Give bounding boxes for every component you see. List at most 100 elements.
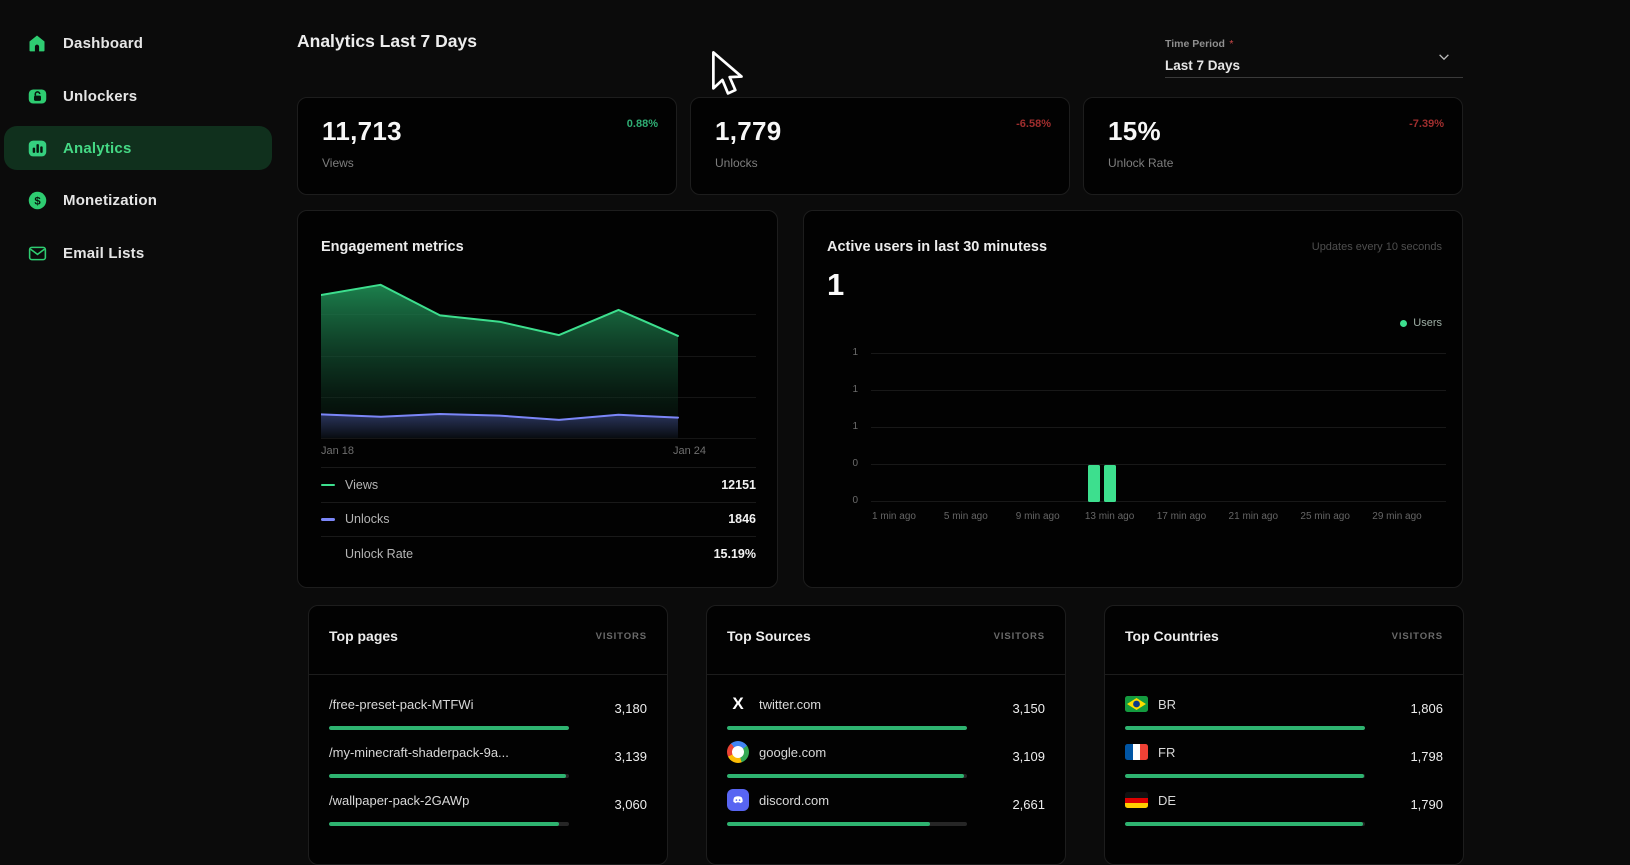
stat-label: Unlocks <box>715 156 758 170</box>
sidebar-item-unlockers[interactable]: Unlockers <box>4 74 272 118</box>
envelope-icon <box>26 242 48 264</box>
users-legend-dot <box>1400 319 1408 327</box>
unlock-icon <box>26 85 48 107</box>
stat-label: Views <box>322 156 354 170</box>
visitors-column-header: VISITORS <box>993 630 1045 642</box>
legend-value: 12151 <box>721 477 756 492</box>
unlocks-area <box>321 414 678 438</box>
sidebar: Dashboard Unlockers Analytics $ Monetiza… <box>0 0 280 855</box>
time-period-select[interactable]: Time Period * Last 7 Days <box>1165 34 1463 78</box>
list-item-label: /wallpaper-pack-2GAWp <box>329 792 470 808</box>
sidebar-item-analytics[interactable]: Analytics <box>4 126 272 170</box>
list-item[interactable]: discord.com 2,661 <box>727 787 1045 831</box>
legend-value: 15.19% <box>713 546 756 561</box>
google-logo-icon <box>727 741 749 763</box>
progress-bar <box>329 821 569 826</box>
list-item-label: discord.com <box>759 792 830 808</box>
list-item[interactable]: BR 1,806 <box>1125 691 1443 735</box>
users-legend: Users <box>1400 317 1442 329</box>
x-tick-label: 29 min ago <box>1372 511 1422 522</box>
sidebar-item-label: Analytics <box>63 139 132 157</box>
list-item-value: 3,180 <box>614 701 647 716</box>
x-tick-label: 17 min ago <box>1156 511 1207 522</box>
mouse-cursor <box>712 51 743 95</box>
x-tick-label: 13 min ago <box>1084 511 1135 522</box>
top-pages-title: Top pages <box>329 628 398 644</box>
engagement-area-chart <box>321 273 756 439</box>
germany-flag-icon <box>1125 792 1148 808</box>
progress-bar <box>1125 821 1365 826</box>
progress-bar <box>727 773 967 778</box>
active-users-title: Active users in last 30 minutess <box>827 239 1048 255</box>
legend-value: 1846 <box>728 512 756 527</box>
progress-bar-fill <box>329 821 560 826</box>
list-item[interactable]: google.com 3,109 <box>727 739 1045 783</box>
brazil-flag-icon <box>1125 696 1148 712</box>
divider <box>309 674 667 675</box>
stat-change-badge: -6.58% <box>1016 118 1051 130</box>
engagement-title: Engagement metrics <box>321 239 464 255</box>
list-item-value: 3,060 <box>614 797 647 812</box>
list-item-label: /free-preset-pack-MTFWi <box>329 696 474 712</box>
x-tick-label: 9 min ago <box>1015 511 1060 522</box>
france-flag-icon <box>1125 744 1148 760</box>
stat-card-unlock-rate: 15% Unlock Rate -7.39% <box>1083 97 1463 195</box>
active-users-bar-chart <box>871 353 1446 502</box>
active-users-x-axis: 1 min ago 5 min ago 9 min ago 13 min ago 17 … <box>871 511 1446 525</box>
stat-card-unlocks: 1,779 Unlocks -6.58% <box>690 97 1070 195</box>
list-item-value: 3,109 <box>1012 749 1045 764</box>
progress-bar-fill <box>1125 821 1363 826</box>
list-item[interactable]: FR 1,798 <box>1125 739 1443 783</box>
chevron-down-icon <box>1437 50 1451 64</box>
progress-bar-fill <box>1125 725 1365 730</box>
list-item-value: 3,150 <box>1012 701 1045 716</box>
x-tick-label: 5 min ago <box>943 511 988 522</box>
list-item-label: google.com <box>759 744 827 760</box>
discord-logo-icon <box>727 789 749 811</box>
list-item[interactable]: DE 1,790 <box>1125 787 1443 831</box>
visitors-column-header: VISITORS <box>1391 630 1443 642</box>
list-item-value: 3,139 <box>614 749 647 764</box>
progress-bar <box>727 821 967 826</box>
list-item[interactable]: /my-minecraft-shaderpack-9a... 3,139 <box>329 739 647 783</box>
list-item-label: /my-minecraft-shaderpack-9a... <box>329 744 509 760</box>
stat-value: 1,779 <box>715 116 782 146</box>
list-item[interactable]: /wallpaper-pack-2GAWp 3,060 <box>329 787 647 831</box>
active-users-card: Active users in last 30 minutess Updates… <box>803 210 1463 588</box>
progress-bar-fill <box>329 773 566 778</box>
legend-label: Views <box>345 477 379 492</box>
update-interval-note: Updates every 10 seconds <box>1311 241 1442 253</box>
top-sources-title: Top Sources <box>727 628 811 644</box>
progress-bar-fill <box>727 773 964 778</box>
users-bar <box>1103 465 1116 502</box>
gridline <box>871 353 1446 354</box>
divider <box>1105 674 1463 675</box>
engagement-metrics-card: Engagement metrics Jan 18 Jan 24 <box>297 210 778 588</box>
sidebar-item-monetization[interactable]: $ Monetization <box>4 178 272 222</box>
gridline <box>871 464 1446 465</box>
y-tick-label: 0 <box>852 495 858 506</box>
stat-label: Unlock Rate <box>1108 156 1174 170</box>
stat-card-views: 11,713 Views 0.88% <box>297 97 677 195</box>
sidebar-item-label: Dashboard <box>63 34 144 52</box>
sidebar-item-label: Unlockers <box>63 87 138 105</box>
progress-bar <box>329 725 569 730</box>
top-pages-card: Top pages VISITORS /free-preset-pack-MTF… <box>308 605 668 865</box>
stat-value: 11,713 <box>322 116 402 146</box>
sidebar-item-dashboard[interactable]: Dashboard <box>4 21 272 65</box>
dollar-icon: $ <box>26 189 48 211</box>
list-item-value: 1,790 <box>1410 797 1443 812</box>
list-item-label: FR <box>1158 744 1176 760</box>
y-tick-label: 1 <box>852 384 858 395</box>
bar-chart-icon <box>26 137 48 159</box>
x-logo-icon: X <box>732 694 744 713</box>
svg-text:$: $ <box>34 195 41 207</box>
gridline <box>871 427 1446 428</box>
legend-label: Unlocks <box>345 512 390 527</box>
divider <box>707 674 1065 675</box>
unlocks-line <box>321 413 679 421</box>
sidebar-item-email-lists[interactable]: Email Lists <box>4 231 272 275</box>
progress-bar <box>727 725 967 730</box>
list-item[interactable]: /free-preset-pack-MTFWi 3,180 <box>329 691 647 735</box>
